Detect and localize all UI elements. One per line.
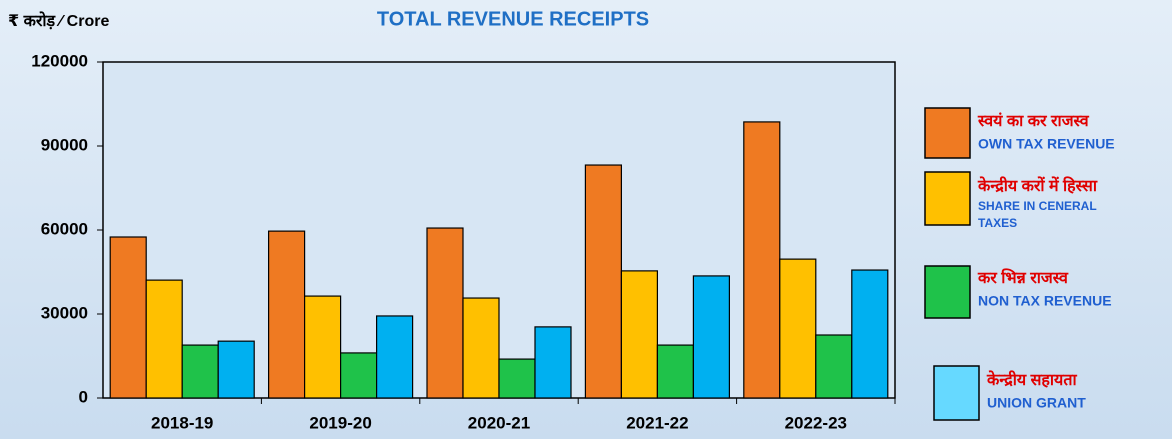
bar bbox=[462, 297, 500, 399]
x-tick-label: 2020-21 bbox=[468, 413, 530, 432]
legend-swatch bbox=[924, 265, 971, 319]
bar bbox=[534, 326, 572, 399]
bar bbox=[145, 279, 183, 399]
bar bbox=[692, 275, 731, 399]
bar bbox=[743, 121, 781, 399]
x-tick-label: 2022-23 bbox=[785, 413, 847, 432]
legend-swatch bbox=[924, 107, 971, 159]
bar bbox=[181, 344, 219, 399]
unit-label: ₹ करोड़ ⁄ Crore bbox=[8, 11, 109, 30]
legend-label-en: NON TAX REVENUE bbox=[978, 293, 1112, 309]
bar bbox=[584, 164, 623, 399]
bar bbox=[656, 344, 695, 399]
legend-label: स्वयं का कर राजस्व bbox=[977, 112, 1090, 130]
y-tick-label: 30000 bbox=[41, 303, 88, 322]
bar bbox=[109, 236, 147, 399]
bar bbox=[376, 315, 414, 399]
legend-label-en: UNION GRANT bbox=[987, 395, 1086, 411]
bar bbox=[340, 352, 378, 399]
legend-label: कर भिन्न राजस्व bbox=[977, 268, 1069, 287]
legend-label-en: SHARE IN CENERAL TAXES bbox=[978, 199, 1097, 230]
x-tick-label: 2019-20 bbox=[309, 413, 371, 432]
bar bbox=[851, 269, 889, 399]
legend-label: केन्द्रीय सहायता bbox=[986, 370, 1077, 389]
legend-swatch bbox=[924, 171, 971, 226]
y-tick-label: 120000 bbox=[31, 51, 88, 70]
legend-label-en: OWN TAX REVENUE bbox=[978, 136, 1115, 152]
bar bbox=[217, 340, 255, 399]
bar bbox=[498, 358, 536, 399]
legend-swatch bbox=[933, 365, 980, 421]
bar bbox=[815, 334, 853, 399]
bar bbox=[304, 295, 342, 399]
bar bbox=[779, 258, 817, 399]
y-tick-label: 90000 bbox=[41, 135, 88, 154]
chart-title: TOTAL REVENUE RECEIPTS bbox=[377, 8, 649, 30]
bar bbox=[426, 227, 464, 399]
y-tick-label: 60000 bbox=[41, 219, 88, 238]
x-tick-label: 2018-19 bbox=[151, 413, 213, 432]
bar bbox=[620, 270, 659, 399]
x-tick-label: 2021-22 bbox=[626, 413, 688, 432]
bar bbox=[268, 230, 306, 399]
y-tick-label: 0 bbox=[79, 387, 88, 406]
legend-label: केन्द्रीय करों में हिस्सा bbox=[977, 176, 1098, 195]
